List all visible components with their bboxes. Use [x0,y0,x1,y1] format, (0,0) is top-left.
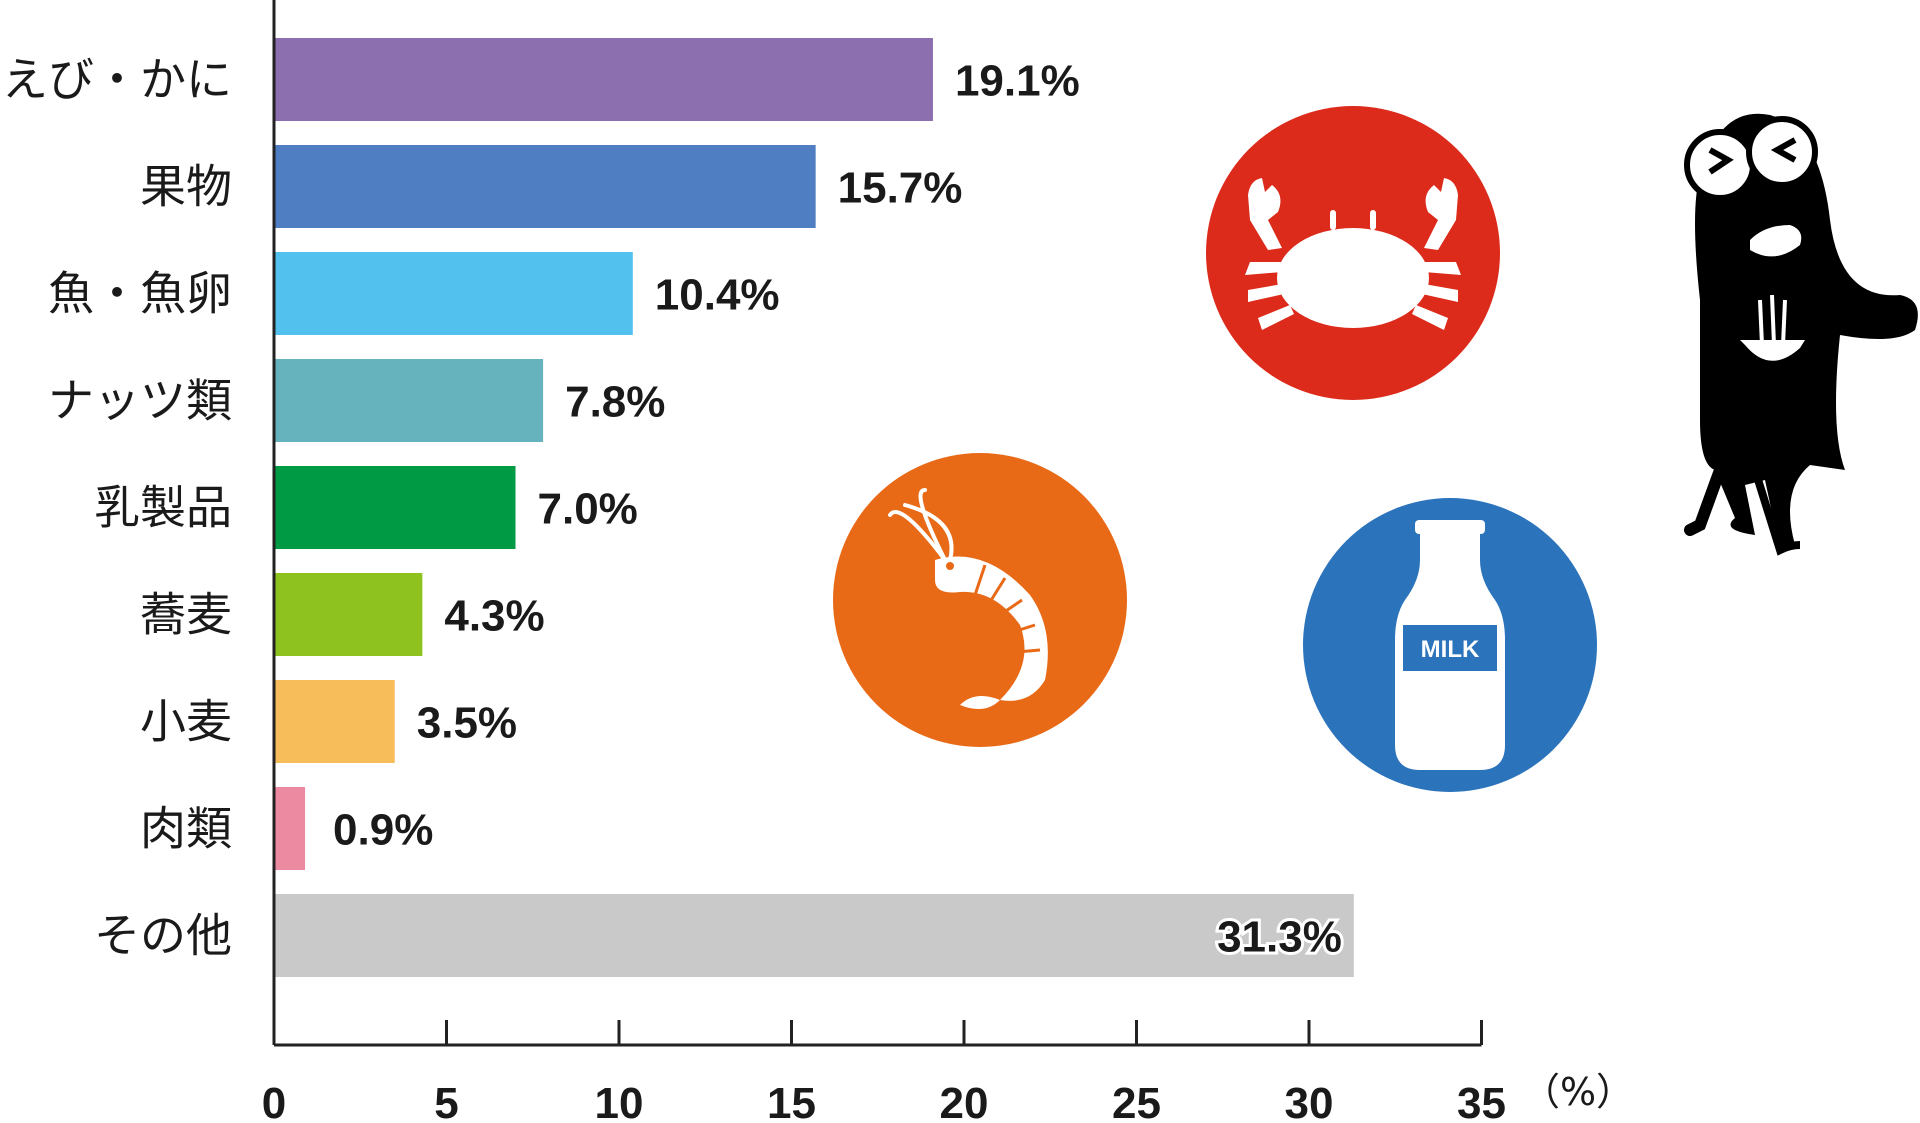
milk-bottle-icon: MILK [1303,498,1597,792]
value-label: 15.7% [838,164,963,213]
x-axis-unit: （%） [1522,1070,1634,1114]
category-label: えび・かに [2,53,232,107]
category-label: 魚・魚卵 [48,267,232,321]
x-tick-label: 30 [1285,1079,1334,1123]
x-tick-label: 0 [262,1079,286,1123]
category-label: 肉類 [140,802,232,856]
category-label: 乳製品 [94,481,232,535]
bar-cat-6 [274,680,395,763]
bar-cat-8 [274,894,1354,977]
value-label: 0.9% [333,806,433,855]
x-axis: 0 5 10 15 20 25 30 35 [262,0,1506,1123]
x-tick-label: 20 [940,1079,989,1123]
value-label: 7.0% [538,485,638,534]
shrimp-icon [833,453,1127,747]
x-tick-label: 35 [1457,1079,1506,1123]
bar-group: えび・かに 19.1% 果物 15.7% 魚・魚卵 10.4% ナッツ類 7.8% 乳製品 7.0… [2,38,1354,977]
value-label: 7.8% [565,378,665,427]
category-label: 小麦 [140,695,232,749]
value-label: 19.1% [955,57,1080,106]
category-label: 蕎麦 [140,588,232,642]
x-tick-label: 15 [767,1079,816,1123]
bar-cat-3 [274,359,544,442]
bar-cat-0 [274,38,933,121]
crab-icon [1206,106,1500,400]
bar-cat-4 [274,466,516,549]
x-tick-label: 25 [1112,1079,1161,1123]
bar-cat-5 [274,573,423,656]
mascot-character [1684,113,1918,556]
value-label: 3.5% [417,699,517,748]
bar-cat-7 [274,787,306,870]
value-label: 4.3% [444,592,544,641]
value-label: 10.4% [655,271,780,320]
category-label: 果物 [140,160,232,214]
milk-label: MILK [1421,636,1480,663]
x-tick-label: 10 [595,1079,644,1123]
x-tick-label: 5 [434,1079,458,1123]
category-label: ナッツ類 [48,374,232,428]
bar-cat-2 [274,252,633,335]
category-label: その他 [94,909,232,963]
value-label: 31.3% [1217,913,1342,962]
bar-cat-1 [274,145,816,228]
